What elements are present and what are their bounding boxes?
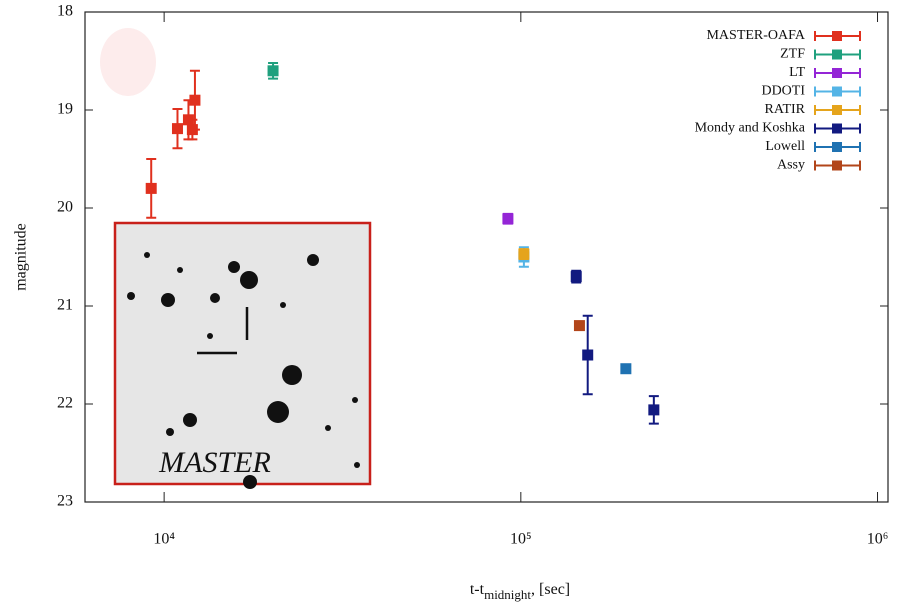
- x-tick-label: 10⁴: [153, 531, 175, 548]
- legend-marker: [832, 87, 842, 97]
- legend-label: MASTER-OAFA: [706, 28, 805, 43]
- x-tick-label: 10⁵: [510, 531, 532, 548]
- marker: [146, 183, 157, 194]
- marker: [571, 271, 582, 282]
- y-tick-label: 23: [57, 493, 73, 510]
- x-label-main: t-t: [470, 581, 485, 598]
- y-tick-label: 22: [57, 395, 73, 412]
- marker: [189, 95, 200, 106]
- y-tick-label: 20: [57, 199, 73, 216]
- legend-label: RATIR: [765, 102, 806, 117]
- inset-frame: [115, 223, 370, 484]
- legend-label: LT: [789, 65, 805, 80]
- chart: MASTER magnitude t-tmidnight, [sec] 18 19…: [0, 0, 901, 610]
- x-label-tail: , [sec]: [531, 581, 570, 598]
- x-tick-label: 10⁶: [867, 531, 889, 548]
- legend-marker: [832, 68, 842, 78]
- glare: [100, 28, 156, 96]
- legend-label: Assy: [777, 158, 805, 173]
- marker: [172, 123, 183, 134]
- y-tick-label: 19: [57, 101, 73, 118]
- page: MASTER magnitude t-tmidnight, [sec] 18 19…: [0, 0, 901, 610]
- legend-label: Mondy and Koshka: [695, 121, 806, 136]
- legend-marker: [832, 142, 842, 152]
- y-tick-label: 18: [57, 3, 73, 20]
- legend-marker: [832, 124, 842, 134]
- legend-label: Lowell: [765, 139, 805, 154]
- inset-label: MASTER: [158, 446, 271, 479]
- y-axis-label: magnitude: [13, 223, 30, 291]
- x-axis-label: t-tmidnight, [sec]: [470, 581, 570, 602]
- legend-marker: [832, 50, 842, 60]
- legend-marker: [832, 161, 842, 171]
- legend-marker: [832, 105, 842, 115]
- marker: [620, 363, 631, 374]
- inset-image: MASTER: [115, 223, 370, 489]
- marker: [518, 249, 529, 260]
- y-tick-label: 21: [57, 297, 73, 314]
- marker: [648, 404, 659, 415]
- marker: [268, 65, 279, 76]
- legend-label: DDOTI: [761, 84, 805, 99]
- legend-marker: [832, 31, 842, 41]
- marker: [582, 350, 593, 361]
- x-label-sub: midnight: [484, 587, 531, 602]
- marker: [574, 320, 585, 331]
- marker: [502, 213, 513, 224]
- legend-label: ZTF: [780, 47, 805, 62]
